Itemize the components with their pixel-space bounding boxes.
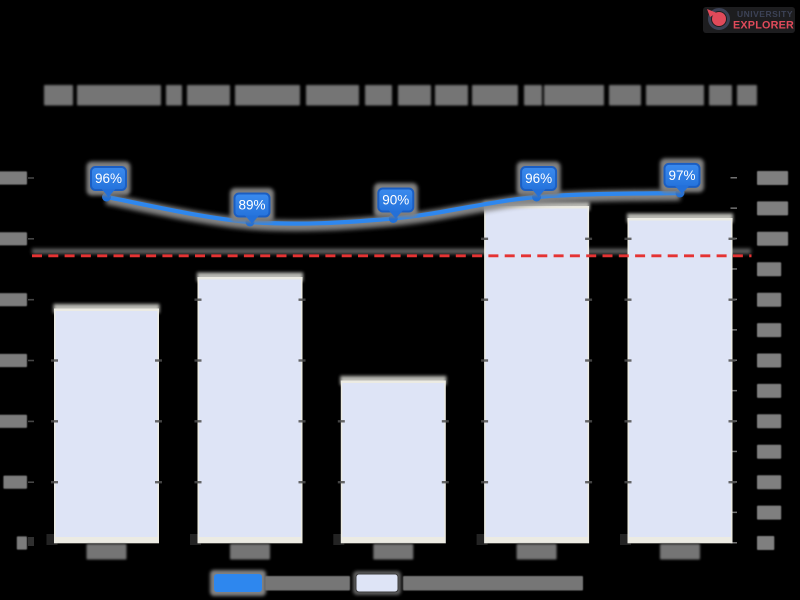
svg-text:UNIVERSITY: UNIVERSITY (737, 9, 793, 19)
svg-text:97%: 97% (668, 168, 695, 183)
svg-text:89%: 89% (238, 198, 265, 213)
svg-text:90%: 90% (382, 193, 409, 208)
svg-text:96%: 96% (95, 171, 122, 186)
svg-text:EXPLORER: EXPLORER (733, 20, 794, 32)
svg-text:96%: 96% (525, 171, 552, 186)
